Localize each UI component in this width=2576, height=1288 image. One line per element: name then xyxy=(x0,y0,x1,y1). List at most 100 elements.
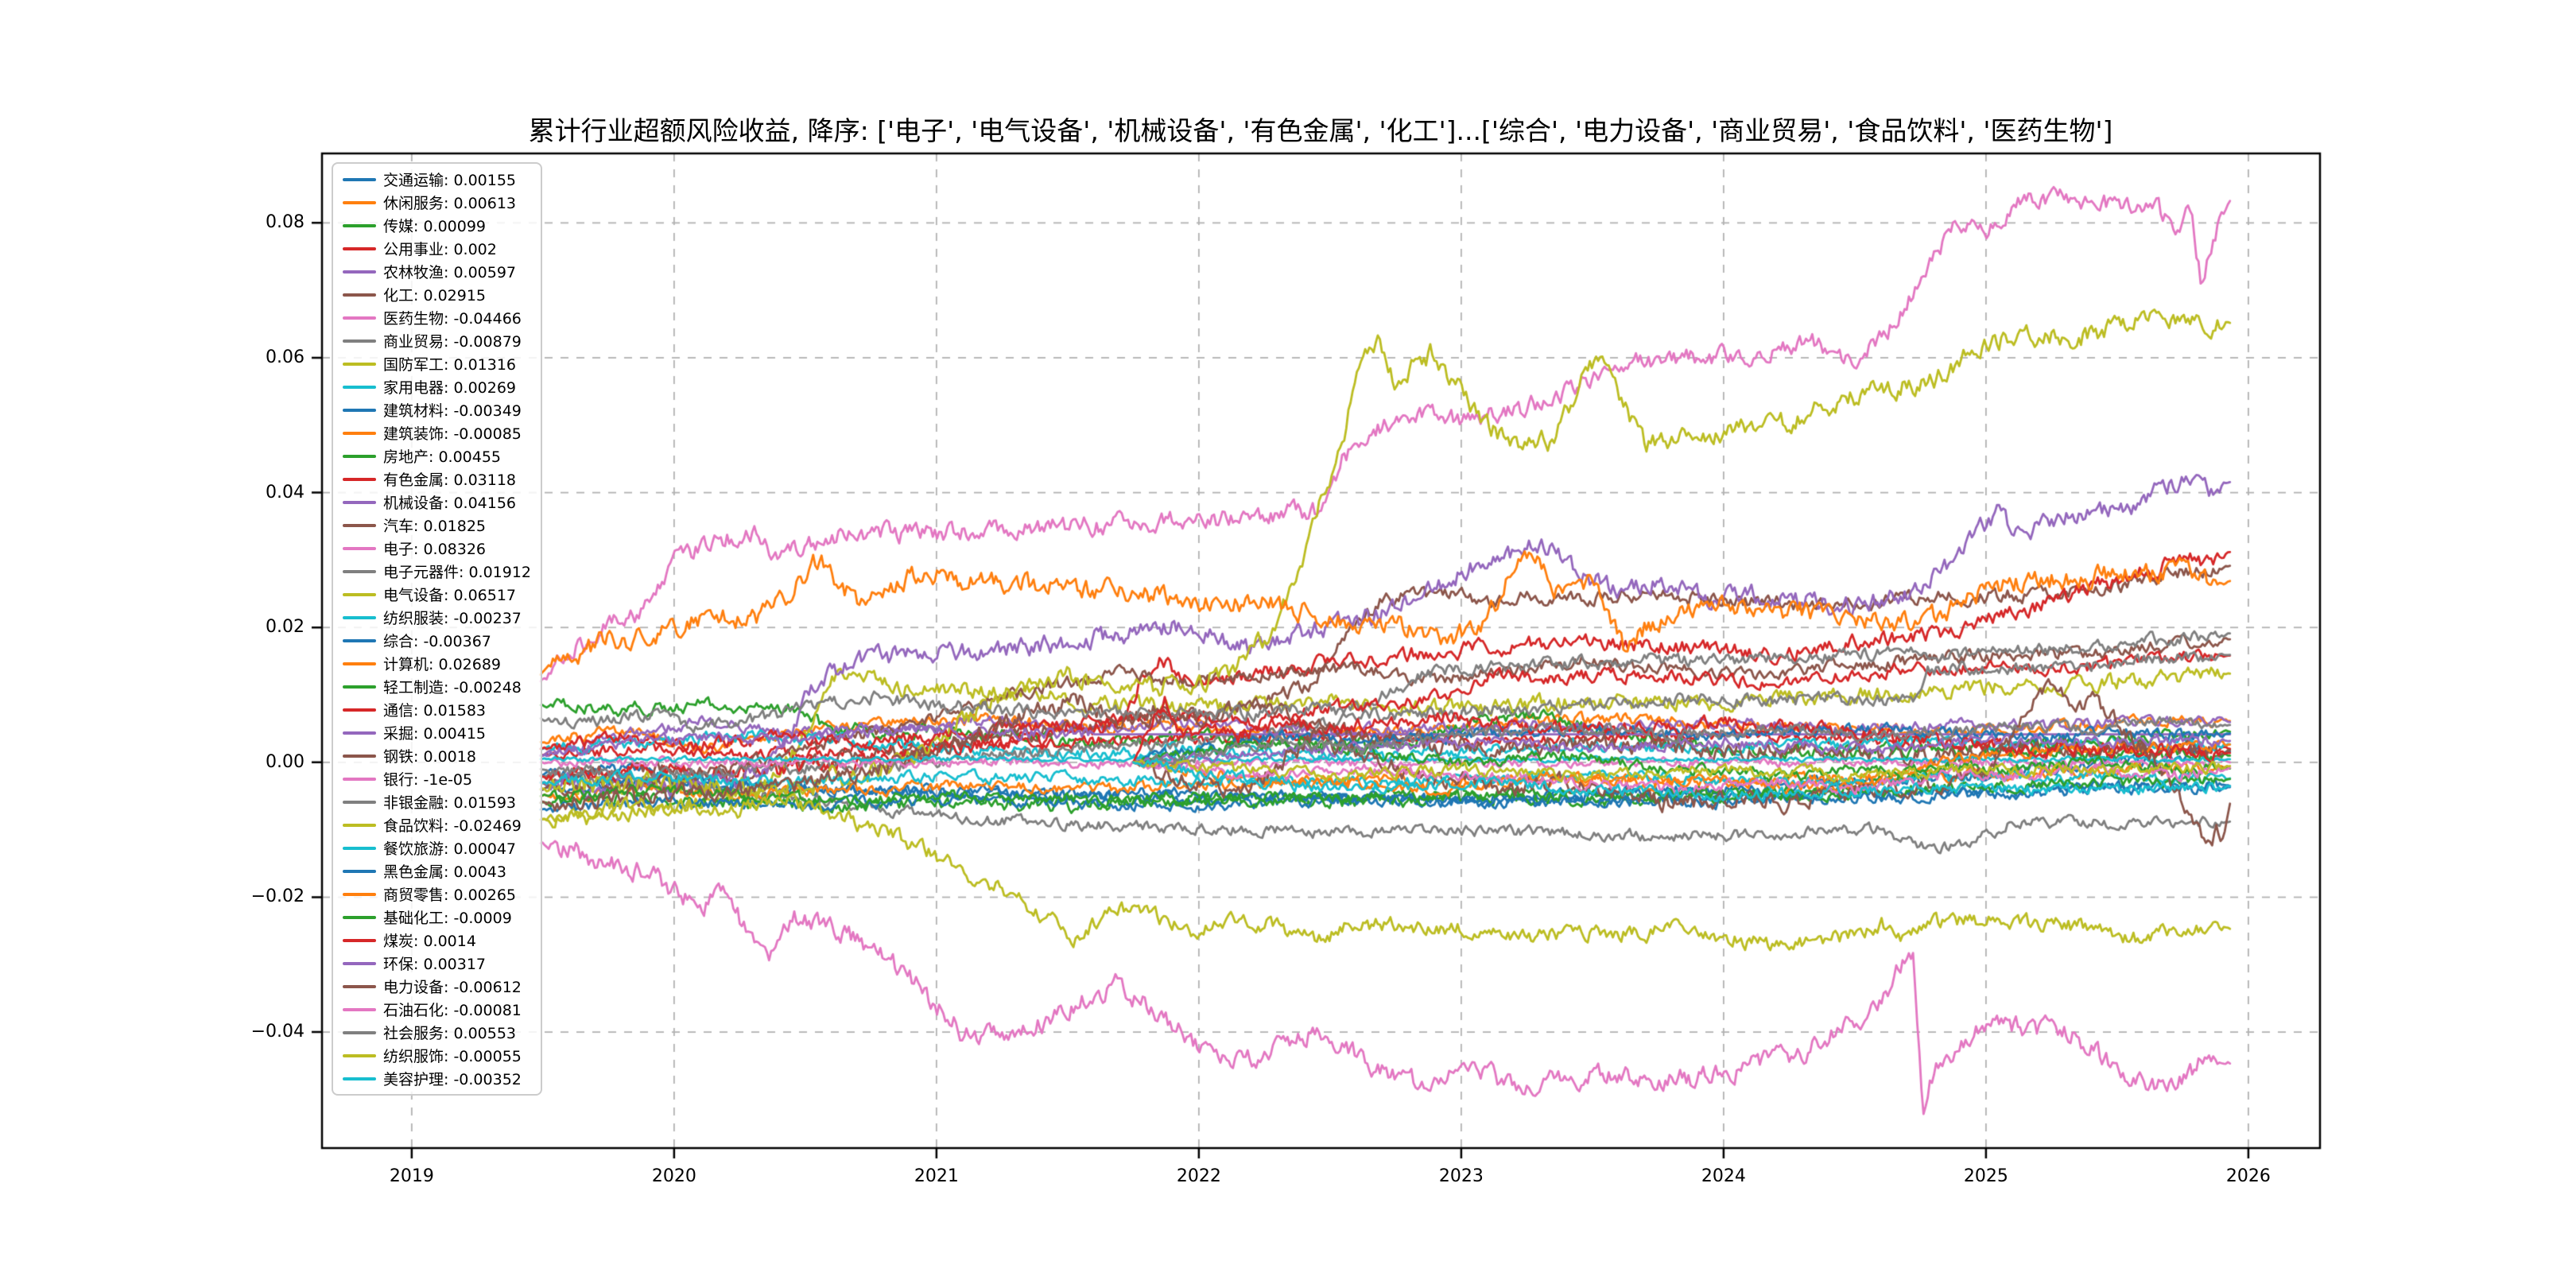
legend-label: 休闲服务: 0.00613 xyxy=(383,195,517,212)
legend-item: 化工: 0.02915 xyxy=(343,283,531,306)
legend-swatch xyxy=(343,546,376,550)
legend-swatch xyxy=(343,270,376,274)
legend-label: 计算机: 0.02689 xyxy=(383,656,502,673)
x-tick-label: 2021 xyxy=(914,1166,959,1186)
legend-swatch xyxy=(343,177,376,181)
legend-item: 房地产: 0.00455 xyxy=(343,444,531,467)
legend-item: 综合: -0.00367 xyxy=(343,629,531,652)
legend-label: 传媒: 0.00099 xyxy=(383,218,487,235)
legend-item: 汽车: 0.01825 xyxy=(343,514,531,537)
legend-swatch xyxy=(343,661,376,665)
legend-item: 传媒: 0.00099 xyxy=(343,214,531,237)
legend-item: 非银金融: 0.01593 xyxy=(343,790,531,813)
legend-item: 休闲服务: 0.00613 xyxy=(343,191,531,214)
y-tick-label: 0.04 xyxy=(266,482,305,502)
legend-item: 煤炭: 0.0014 xyxy=(343,929,531,952)
legend-label: 建筑装饰: -0.00085 xyxy=(383,425,522,443)
legend: 交通运输: 0.00155 休闲服务: 0.00613 传媒: 0.00099 公用事… xyxy=(332,162,543,1096)
legend-item: 商贸零售: 0.00265 xyxy=(343,883,531,906)
legend-item: 电气设备: 0.06517 xyxy=(343,583,531,606)
legend-label: 建筑材料: -0.00349 xyxy=(383,402,522,420)
legend-swatch xyxy=(343,477,376,481)
legend-swatch xyxy=(343,200,376,204)
x-tick-label: 2026 xyxy=(2225,1166,2271,1186)
legend-swatch xyxy=(343,246,376,250)
legend-item: 基础化工: -0.0009 xyxy=(343,906,531,929)
legend-item: 建筑材料: -0.00349 xyxy=(343,398,531,421)
legend-item: 商业贸易: -0.00879 xyxy=(343,329,531,352)
legend-label: 交通运输: 0.00155 xyxy=(383,172,517,189)
legend-item: 家用电器: 0.00269 xyxy=(343,375,531,398)
legend-item: 环保: 0.00317 xyxy=(343,952,531,975)
legend-label: 通信: 0.01583 xyxy=(383,702,487,720)
legend-item: 农林牧渔: 0.00597 xyxy=(343,260,531,283)
legend-item: 食品饮料: -0.02469 xyxy=(343,813,531,836)
legend-swatch xyxy=(343,915,376,919)
legend-label: 轻工制造: -0.00248 xyxy=(383,679,522,696)
legend-label: 电气设备: 0.06517 xyxy=(383,587,517,604)
legend-item: 有色金属: 0.03118 xyxy=(343,467,531,491)
legend-item: 建筑装饰: -0.00085 xyxy=(343,421,531,444)
legend-swatch xyxy=(343,1030,376,1034)
legend-item: 美容护理: -0.00352 xyxy=(343,1067,531,1090)
legend-label: 商贸零售: 0.00265 xyxy=(383,886,517,904)
legend-label: 钢铁: 0.0018 xyxy=(383,748,476,766)
legend-label: 机械设备: 0.04156 xyxy=(383,495,517,512)
legend-item: 黑色金属: 0.0043 xyxy=(343,859,531,883)
legend-item: 通信: 0.01583 xyxy=(343,698,531,721)
legend-label: 商业贸易: -0.00879 xyxy=(383,333,522,351)
legend-label: 食品饮料: -0.02469 xyxy=(383,817,522,835)
legend-label: 煤炭: 0.0014 xyxy=(383,933,476,950)
legend-swatch xyxy=(343,500,376,504)
legend-swatch xyxy=(343,569,376,573)
legend-item: 银行: -1e-05 xyxy=(343,767,531,790)
y-tick-label: −0.04 xyxy=(250,1022,305,1042)
chart-title: 累计行业超额风险收益, 降序: ['电子', '电气设备', '机械设备', '… xyxy=(528,115,2113,146)
legend-swatch xyxy=(343,223,376,227)
legend-swatch xyxy=(343,431,376,435)
y-tick-label: −0.02 xyxy=(250,886,305,907)
legend-swatch xyxy=(343,938,376,942)
legend-swatch xyxy=(343,800,376,804)
legend-label: 化工: 0.02915 xyxy=(383,287,487,305)
legend-item: 医药生物: -0.04466 xyxy=(343,306,531,329)
legend-label: 家用电器: 0.00269 xyxy=(383,379,517,397)
legend-swatch xyxy=(343,454,376,458)
legend-item: 纺织服饰: -0.00055 xyxy=(343,1044,531,1067)
legend-swatch xyxy=(343,523,376,527)
legend-swatch xyxy=(343,892,376,896)
legend-swatch xyxy=(343,823,376,827)
legend-label: 基础化工: -0.0009 xyxy=(383,910,512,927)
legend-swatch xyxy=(343,846,376,850)
legend-label: 石油石化: -0.00081 xyxy=(383,1002,522,1019)
legend-swatch xyxy=(343,592,376,596)
legend-label: 房地产: 0.00455 xyxy=(383,448,502,466)
legend-swatch xyxy=(343,869,376,873)
y-tick-label: 0.02 xyxy=(266,617,305,638)
legend-item: 公用事业: 0.002 xyxy=(343,237,531,260)
legend-label: 医药生物: -0.04466 xyxy=(383,310,522,328)
legend-label: 电力设备: -0.00612 xyxy=(383,979,522,996)
legend-swatch xyxy=(343,385,376,389)
legend-item: 采掘: 0.00415 xyxy=(343,721,531,744)
legend-swatch xyxy=(343,754,376,758)
legend-label: 电子元器件: 0.01912 xyxy=(383,564,532,581)
legend-label: 有色金属: 0.03118 xyxy=(383,471,517,489)
y-tick-label: 0.06 xyxy=(266,347,305,367)
legend-label: 纺织服装: -0.00237 xyxy=(383,610,522,627)
x-tick-label: 2025 xyxy=(1963,1166,2008,1186)
legend-swatch xyxy=(343,615,376,619)
legend-swatch xyxy=(343,777,376,781)
legend-item: 电子: 0.08326 xyxy=(343,537,531,560)
legend-swatch xyxy=(343,408,376,412)
legend-label: 环保: 0.00317 xyxy=(383,956,487,973)
legend-swatch xyxy=(343,293,376,297)
legend-swatch xyxy=(343,1007,376,1011)
legend-item: 机械设备: 0.04156 xyxy=(343,491,531,514)
legend-item: 社会服务: 0.00553 xyxy=(343,1021,531,1044)
x-tick-label: 2023 xyxy=(1438,1166,1484,1186)
legend-label: 黑色金属: 0.0043 xyxy=(383,863,506,881)
legend-swatch xyxy=(343,685,376,689)
legend-item: 计算机: 0.02689 xyxy=(343,652,531,675)
